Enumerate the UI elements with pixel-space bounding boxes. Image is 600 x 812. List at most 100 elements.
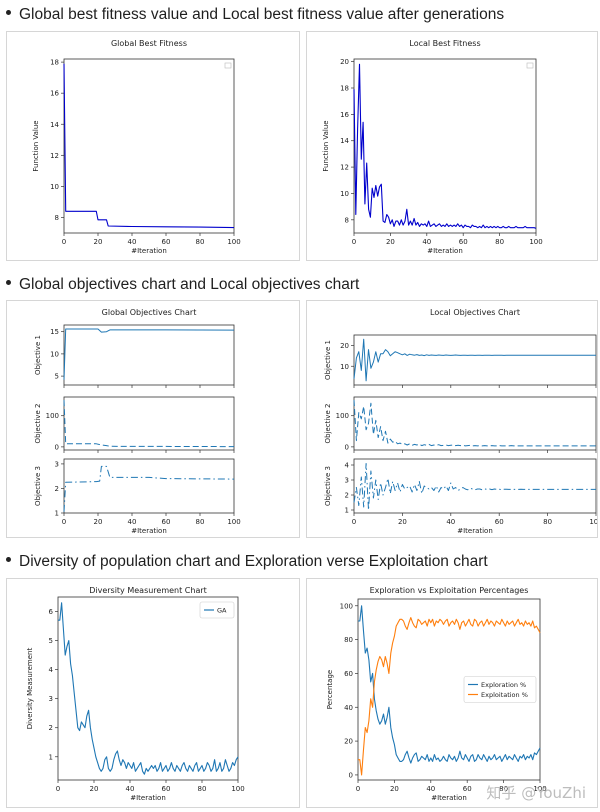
y-tick-label: 18 — [340, 85, 349, 93]
x-tick-label: 100 — [529, 238, 542, 246]
x-axis-label: #Iteration — [427, 247, 463, 255]
x-tick-label: 60 — [463, 785, 472, 793]
x-tick-label: 80 — [196, 518, 205, 526]
x-tick-label: 20 — [386, 238, 395, 246]
x-axis-label: #Iteration — [131, 527, 167, 535]
y-tick-label: 4 — [345, 462, 350, 470]
heading-objectives: Global objectives chart and Local object… — [6, 276, 359, 294]
y-tick-label: 8 — [55, 214, 59, 222]
x-tick-label: 0 — [56, 785, 60, 793]
x-tick-label: 40 — [128, 518, 137, 526]
local-fitness-chart: Local Best Fitness 0 20 40 60 80 100 8 10 12 14 16 1… — [322, 39, 543, 255]
x-tick-label: 80 — [495, 238, 504, 246]
y-axis-label: Objective 3 — [34, 466, 42, 506]
x-tick-label: 20 — [90, 785, 99, 793]
x-tick-label: 40 — [128, 238, 137, 246]
series-line — [353, 400, 596, 447]
plot-frame — [353, 396, 597, 451]
legend-box — [199, 601, 235, 619]
diversity-chart: Diversity Measurement Chart 0 20 40 60 80 100 1… — [26, 586, 245, 802]
x-axis-label: #Iteration — [431, 794, 467, 802]
series-line — [358, 605, 541, 764]
y-tick-label: 14 — [50, 121, 59, 129]
y-tick-label: 10 — [340, 363, 349, 371]
y-tick-label: 100 — [340, 602, 353, 610]
y-axis-label: Percentage — [326, 670, 334, 709]
x-tick-label: 80 — [543, 518, 552, 526]
legend-box — [224, 62, 232, 69]
series-line — [353, 63, 537, 229]
series-line — [63, 400, 235, 448]
bullet-icon — [6, 557, 11, 563]
legend-box — [463, 676, 537, 703]
x-tick-label: 60 — [495, 518, 504, 526]
y-tick-label: 10 — [50, 350, 59, 358]
x-tick-label: 20 — [94, 518, 103, 526]
global-fitness-chart: Global Best Fitness 0 20 40 60 80 100 8 10 12 14 16… — [32, 39, 241, 255]
x-tick-label: 0 — [356, 785, 360, 793]
chart-title: Global Objectives Chart — [102, 308, 197, 317]
x-tick-label: 0 — [352, 238, 356, 246]
plot-frame — [357, 598, 541, 781]
chart-title: Local Best Fitness — [409, 39, 480, 48]
x-tick-label: 40 — [426, 785, 435, 793]
x-tick-label: 60 — [162, 785, 171, 793]
y-tick-label: 3 — [345, 477, 349, 485]
y-tick-label: 5 — [55, 373, 59, 381]
x-tick-label: 60 — [162, 238, 171, 246]
x-tick-label: 100 — [589, 518, 597, 526]
plot-frame — [63, 58, 235, 234]
x-tick-label: 80 — [196, 238, 205, 246]
heading-objectives-text: Global objectives chart and Local object… — [19, 276, 360, 293]
y-tick-label: 2 — [49, 724, 53, 732]
heading-fitness-text: Global best fitness value and Local best… — [19, 6, 505, 23]
y-tick-label: 16 — [340, 111, 349, 119]
legend-box — [526, 62, 534, 69]
y-tick-label: 80 — [344, 636, 353, 644]
y-tick-label: 0 — [55, 443, 59, 451]
y-tick-label: 20 — [340, 342, 349, 350]
y-tick-label: 15 — [50, 328, 59, 336]
y-tick-label: 0 — [349, 771, 353, 779]
y-tick-label: 6 — [49, 608, 54, 616]
y-tick-label: 5 — [49, 637, 53, 645]
series-line — [58, 602, 239, 775]
series-line — [63, 63, 235, 229]
x-tick-label: 0 — [62, 238, 66, 246]
exploration-panel: Exploration vs Exploitation Percentages 0… — [306, 578, 598, 808]
y-tick-label: 2 — [345, 492, 349, 500]
y-tick-label: 10 — [340, 190, 349, 198]
y-tick-label: 16 — [50, 90, 59, 98]
series-line — [358, 617, 541, 776]
y-tick-label: 3 — [55, 460, 59, 468]
chart-title: Exploration vs Exploitation Percentages — [370, 586, 529, 595]
y-tick-label: 3 — [49, 695, 53, 703]
x-tick-label: 0 — [352, 518, 356, 526]
legend-label: Exploration % — [481, 681, 526, 689]
y-tick-label: 12 — [340, 164, 349, 172]
chart-title: Diversity Measurement Chart — [89, 586, 207, 595]
x-axis-label: #Iteration — [457, 527, 493, 535]
x-tick-label: 40 — [126, 785, 135, 793]
plot-frame — [63, 324, 235, 386]
y-tick-label: 40 — [344, 704, 353, 712]
local-objectives-panel: Local Objectives Chart 10 20 Objective 1 0 10… — [306, 300, 600, 538]
y-axis-label: Objective 2 — [324, 404, 332, 444]
x-tick-label: 100 — [227, 518, 240, 526]
x-tick-label: 0 — [62, 518, 66, 526]
y-tick-label: 20 — [344, 738, 353, 746]
y-tick-label: 8 — [345, 216, 349, 224]
y-tick-label: 4 — [49, 666, 54, 674]
x-tick-label: 40 — [446, 518, 455, 526]
x-axis-label: #Iteration — [130, 794, 166, 802]
plot-frame — [353, 58, 537, 234]
x-tick-label: 60 — [459, 238, 468, 246]
y-axis-label: Objective 1 — [324, 340, 332, 380]
bullet-icon — [6, 10, 11, 16]
series-line — [353, 338, 596, 382]
y-tick-label: 2 — [55, 485, 59, 493]
y-tick-label: 100 — [336, 412, 349, 420]
